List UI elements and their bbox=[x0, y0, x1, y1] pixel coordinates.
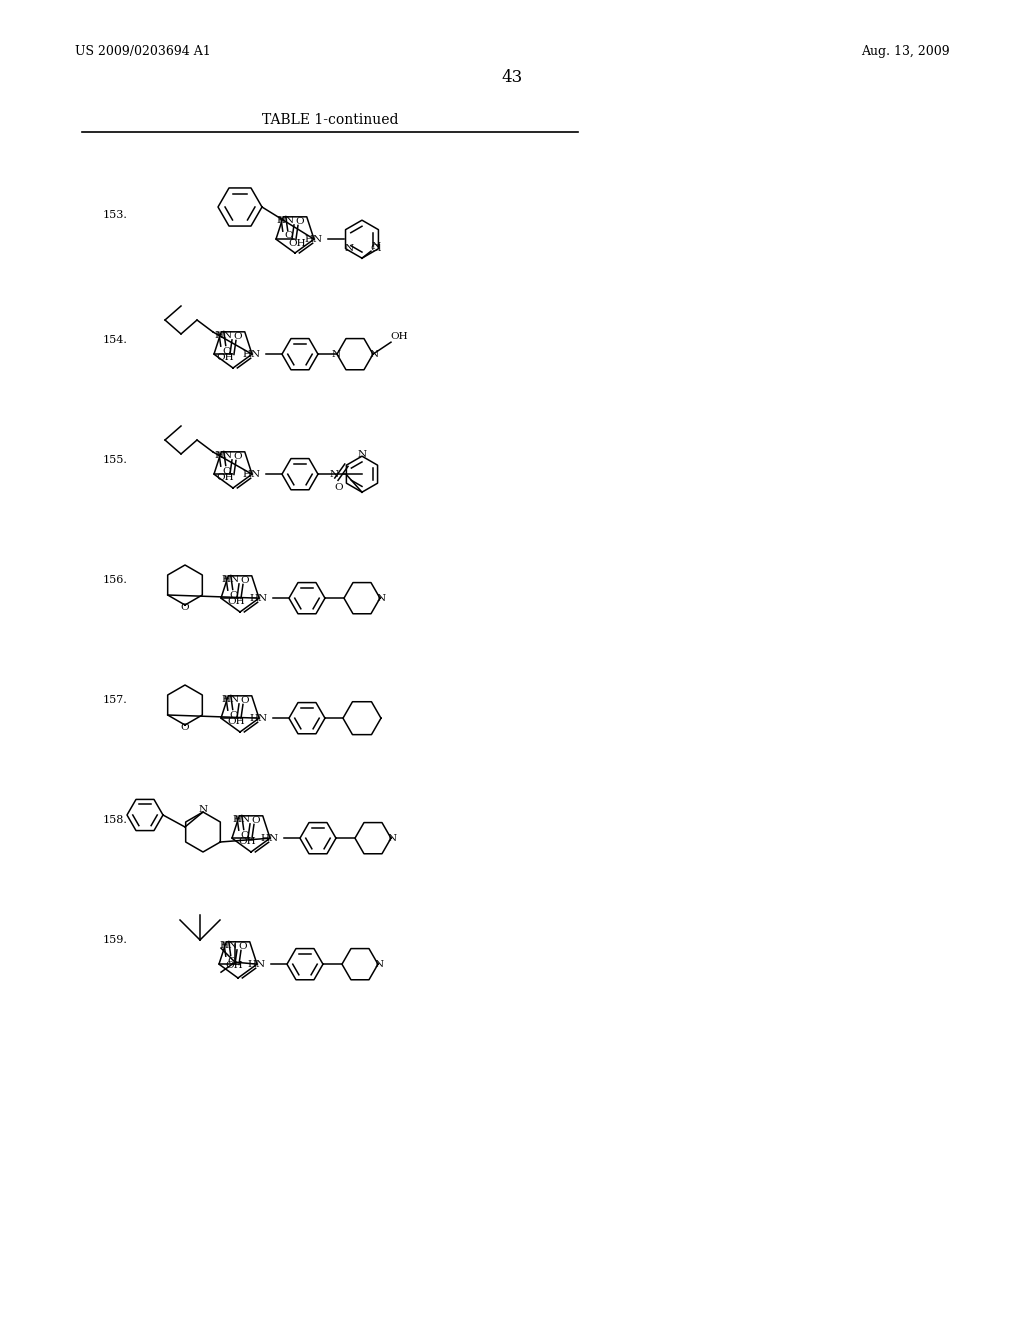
Text: 155.: 155. bbox=[103, 455, 128, 465]
Text: N: N bbox=[332, 350, 341, 359]
Text: O: O bbox=[180, 722, 189, 731]
Text: HN: HN bbox=[221, 576, 240, 585]
Text: N: N bbox=[375, 960, 384, 969]
Text: HN: HN bbox=[276, 216, 295, 226]
Text: N: N bbox=[370, 350, 379, 359]
Text: OH: OH bbox=[225, 961, 243, 970]
Text: HN: HN bbox=[305, 235, 323, 244]
Text: HN: HN bbox=[221, 696, 240, 705]
Text: Aug. 13, 2009: Aug. 13, 2009 bbox=[861, 45, 950, 58]
Text: O: O bbox=[227, 957, 236, 966]
Text: Cl: Cl bbox=[371, 244, 382, 252]
Text: OH: OH bbox=[216, 474, 233, 483]
Text: OH: OH bbox=[288, 239, 306, 248]
Text: N: N bbox=[372, 242, 381, 251]
Text: HN: HN bbox=[248, 960, 266, 969]
Text: HN: HN bbox=[215, 451, 232, 461]
Text: O: O bbox=[334, 483, 343, 491]
Text: N: N bbox=[357, 450, 367, 458]
Text: 154.: 154. bbox=[103, 335, 128, 345]
Text: 159.: 159. bbox=[103, 935, 128, 945]
Text: OH: OH bbox=[227, 598, 245, 606]
Text: O: O bbox=[284, 231, 293, 240]
Text: HN: HN bbox=[261, 834, 280, 842]
Text: O: O bbox=[229, 591, 238, 601]
Text: HN: HN bbox=[250, 714, 268, 722]
Text: HN: HN bbox=[219, 941, 238, 950]
Text: TABLE 1-continued: TABLE 1-continued bbox=[262, 114, 398, 127]
Text: N: N bbox=[377, 594, 386, 603]
Text: O: O bbox=[252, 816, 260, 825]
Text: O: O bbox=[241, 576, 249, 585]
Text: HN: HN bbox=[243, 350, 261, 359]
Text: O: O bbox=[222, 347, 230, 356]
Text: O: O bbox=[233, 331, 243, 341]
Text: 158.: 158. bbox=[103, 814, 128, 825]
Text: O: O bbox=[222, 467, 230, 477]
Text: O: O bbox=[296, 216, 304, 226]
Text: N: N bbox=[345, 244, 354, 253]
Text: 156.: 156. bbox=[103, 576, 128, 585]
Text: HN: HN bbox=[243, 470, 261, 479]
Text: HN: HN bbox=[232, 816, 251, 824]
Text: HN: HN bbox=[215, 331, 232, 341]
Text: O: O bbox=[239, 941, 247, 950]
Text: N: N bbox=[330, 470, 339, 479]
Text: OH: OH bbox=[216, 354, 233, 363]
Text: US 2009/0203694 A1: US 2009/0203694 A1 bbox=[75, 45, 211, 58]
Text: OH: OH bbox=[227, 718, 245, 726]
Text: 153.: 153. bbox=[103, 210, 128, 220]
Text: O: O bbox=[240, 832, 249, 841]
Text: O: O bbox=[241, 696, 249, 705]
Text: OH: OH bbox=[239, 837, 256, 846]
Text: HN: HN bbox=[250, 594, 268, 603]
Text: 157.: 157. bbox=[103, 696, 128, 705]
Text: N: N bbox=[199, 805, 208, 814]
Text: N: N bbox=[387, 834, 396, 842]
Text: O: O bbox=[229, 711, 238, 721]
Text: OH: OH bbox=[390, 331, 408, 341]
Text: O: O bbox=[233, 451, 243, 461]
Text: 43: 43 bbox=[502, 70, 522, 87]
Text: O: O bbox=[180, 602, 189, 611]
